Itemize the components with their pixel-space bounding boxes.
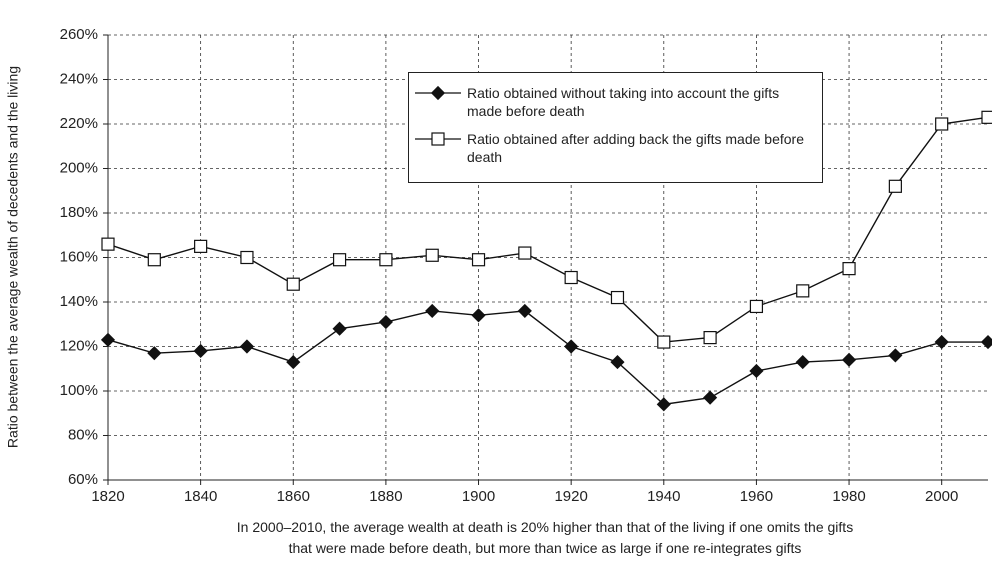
point [100, 332, 116, 347]
point [703, 331, 717, 345]
y-axis-label: Ratio between the average wealth of dece… [5, 66, 21, 448]
point [101, 237, 115, 251]
x-tick-label: 1940 [647, 488, 680, 505]
y-tick-label: 260% [60, 26, 98, 43]
point [193, 343, 208, 359]
series-line [107, 116, 989, 343]
x-tick-label: 1980 [832, 488, 865, 505]
point [379, 253, 393, 267]
point [286, 277, 300, 291]
caption-line: In 2000–2010, the average wealth at deat… [236, 519, 854, 535]
y-tick-label: 100% [60, 382, 98, 399]
point [564, 339, 579, 354]
legend: Ratio obtained without taking into accou… [408, 72, 823, 183]
y-tick-label: 240% [60, 70, 98, 87]
point [517, 303, 532, 318]
point [935, 117, 949, 131]
caption-line: that were made before death, but more th… [288, 540, 802, 556]
point [564, 270, 578, 285]
point [147, 253, 161, 267]
point [286, 355, 301, 370]
point [795, 355, 810, 370]
x-tick-label: 1900 [462, 488, 495, 505]
point [425, 303, 440, 318]
y-tick-label: 160% [60, 248, 98, 265]
point [656, 397, 671, 412]
y-tick-label: 140% [60, 293, 98, 310]
point [657, 335, 671, 349]
point [518, 246, 532, 260]
point [841, 352, 857, 367]
x-tick-label: 1920 [554, 488, 587, 505]
x-tick-label: 1840 [184, 488, 217, 505]
x-tick-label: 1820 [91, 488, 124, 505]
x-tick-label: 1960 [740, 488, 773, 505]
point [934, 334, 949, 350]
point [888, 348, 903, 363]
point [703, 390, 718, 405]
x-tick-label: 2000 [925, 488, 958, 505]
legend-marker [430, 85, 446, 101]
point [378, 314, 393, 330]
point [749, 363, 764, 379]
y-tick-label: 200% [60, 159, 98, 176]
point [194, 239, 208, 253]
point [147, 346, 162, 361]
legend-keys [415, 85, 461, 146]
point [749, 299, 764, 314]
x-tick-label: 1880 [369, 488, 402, 505]
y-tick-label: 80% [68, 426, 98, 443]
point [332, 253, 347, 267]
point [240, 250, 254, 265]
y-tick-label: 180% [60, 204, 98, 221]
point [332, 321, 347, 336]
legend-marker [431, 132, 445, 146]
point [610, 290, 625, 305]
caption: In 2000–2010, the average wealth at deat… [100, 517, 990, 559]
point [842, 262, 856, 276]
y-tick-label: 120% [60, 337, 98, 354]
point [796, 284, 810, 298]
point [981, 110, 992, 124]
point [239, 339, 255, 354]
point [471, 253, 486, 267]
x-tick-label: 1860 [277, 488, 310, 505]
point [888, 179, 902, 193]
point [471, 308, 486, 323]
y-tick-label: 220% [60, 115, 98, 132]
legend-label: Ratio obtained without taking into accou… [467, 85, 780, 119]
point [980, 334, 992, 350]
y-tick-label: 60% [68, 471, 98, 488]
point [425, 248, 439, 262]
series-line [107, 310, 988, 406]
point [610, 355, 625, 370]
legend-label: Ratio obtained after adding back the gif… [467, 131, 804, 165]
